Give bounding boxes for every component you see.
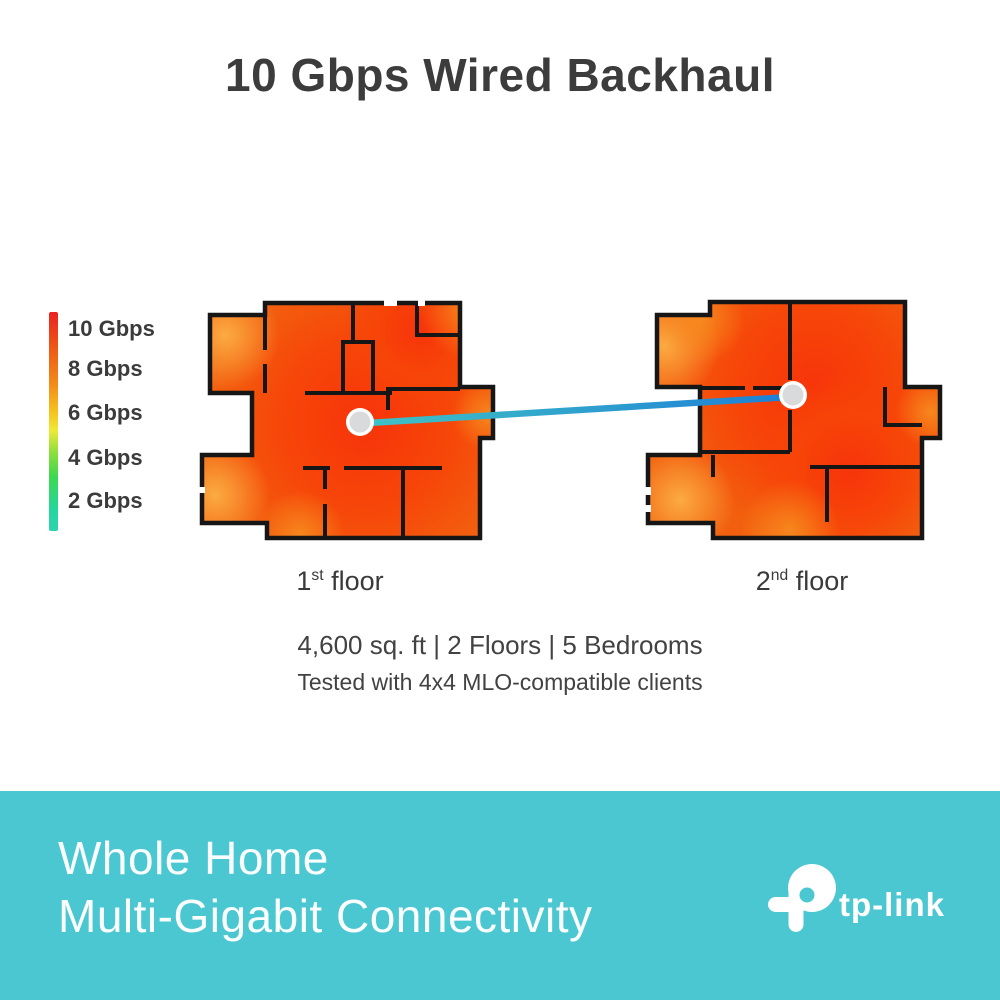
house-specs: 4,600 sq. ft | 2 Floors | 5 Bedrooms	[297, 630, 703, 660]
floor-1-ordinal: st	[311, 567, 324, 584]
banner-line-1: Whole Home	[58, 832, 329, 884]
tplink-logo-text: tp-link	[839, 886, 945, 923]
floorplan-1-outline	[199, 300, 496, 541]
legend-label-8gbps: 8 Gbps	[68, 356, 143, 381]
floor-1-number: 1	[296, 566, 312, 596]
legend-gradient-bar	[49, 312, 58, 531]
banner-line-2: Multi-Gigabit Connectivity	[58, 890, 593, 942]
legend-label-2gbps: 2 Gbps	[68, 488, 143, 513]
floor-label-2: 2nd floor	[702, 566, 902, 597]
router-node-2	[779, 381, 807, 409]
floor-1-word: floor	[331, 566, 384, 596]
bottom-banner: Whole Home Multi-Gigabit Connectivity tp…	[0, 791, 1000, 1000]
floorplan-1-door-gaps	[199, 300, 425, 493]
floor-label-1: 1st floor	[240, 566, 440, 597]
floorplan-1-walls	[263, 303, 460, 538]
legend-label-6gbps: 6 Gbps	[68, 400, 143, 425]
floorplan-2-outline	[645, 299, 943, 541]
page-title: 10 Gbps Wired Backhaul	[225, 49, 775, 101]
tplink-logo: tp-link	[768, 864, 945, 932]
floorplan-2-walls	[698, 302, 922, 522]
router-node-1	[346, 408, 374, 436]
floorplan-heatmap	[199, 299, 943, 541]
test-conditions: Tested with 4x4 MLO-compatible clients	[297, 669, 703, 695]
backhaul-link-line	[364, 393, 794, 427]
floor-2-ordinal: nd	[770, 567, 789, 584]
legend-label-10gbps: 10 Gbps	[68, 316, 155, 341]
tplink-logo-mark	[768, 864, 836, 932]
floor-2-number: 2	[755, 566, 771, 596]
legend-label-4gbps: 4 Gbps	[68, 445, 143, 470]
floorplan-2-heat	[648, 302, 940, 538]
banner-headline: Whole Home Multi-Gigabit Connectivity	[58, 829, 593, 945]
floor-2-word: floor	[795, 566, 849, 596]
floorplan-1-heat	[202, 303, 493, 538]
